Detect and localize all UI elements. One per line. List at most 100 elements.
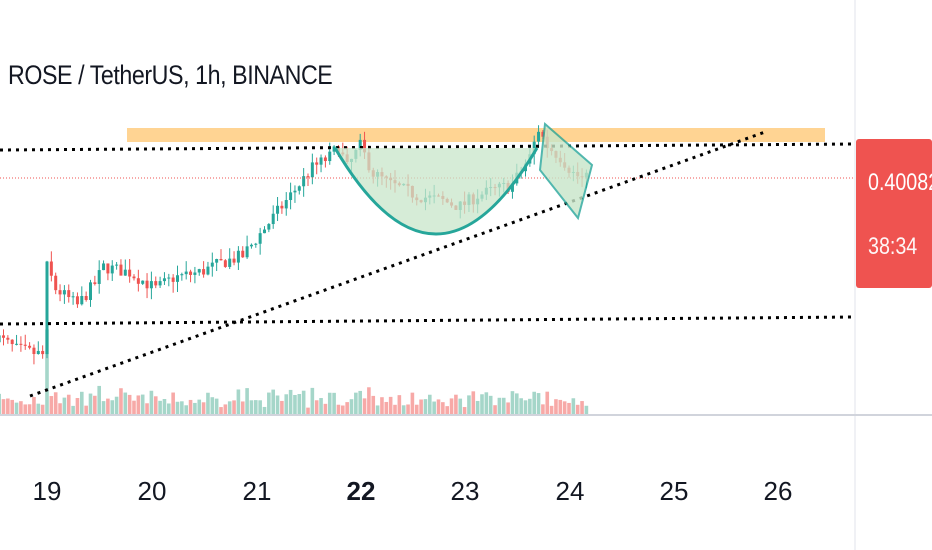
candle-body	[215, 259, 219, 263]
x-tick-label: 22	[347, 476, 376, 506]
candle-body	[154, 281, 158, 286]
candle-body	[302, 176, 306, 187]
volume-bar	[358, 390, 362, 414]
volume-bar	[49, 396, 54, 414]
candle-body	[32, 347, 36, 355]
volume-bar	[53, 392, 58, 414]
candle-body	[110, 265, 114, 274]
volume-bar	[14, 402, 19, 414]
volume-bar	[6, 398, 10, 414]
volume-bar	[293, 394, 297, 414]
candle-body	[136, 278, 140, 284]
drawings	[0, 121, 856, 398]
candle-body	[319, 157, 323, 165]
volume-bar	[575, 404, 580, 414]
candle-body	[145, 280, 149, 289]
candle-body	[232, 258, 236, 263]
volume-bar	[193, 402, 197, 414]
volume-bar	[414, 404, 419, 414]
volume-bar	[310, 387, 315, 414]
candle-body	[41, 350, 45, 355]
volume-bar	[280, 400, 284, 414]
volume-bar	[454, 394, 458, 414]
candle-body	[306, 176, 310, 178]
volume-bar	[36, 403, 41, 414]
volume-bar	[397, 395, 402, 414]
volume-bar	[458, 398, 463, 414]
volume-bar	[349, 399, 354, 414]
volume-bar	[401, 405, 406, 414]
candle-body	[263, 229, 266, 234]
resistance-band	[127, 128, 825, 142]
volume-bar	[493, 405, 497, 414]
volume-bar	[32, 397, 36, 414]
volume-bar	[375, 405, 380, 414]
candle-body	[258, 233, 262, 244]
volume-bar	[180, 401, 184, 414]
volume-bar	[488, 395, 493, 414]
volume-bar	[23, 404, 28, 414]
volume-bar	[314, 400, 319, 414]
volume-bar	[171, 392, 175, 414]
x-tick-label: 25	[660, 476, 689, 506]
volume-bar	[201, 402, 206, 414]
x-tick-label: 21	[243, 476, 272, 506]
volume-bar	[45, 329, 49, 414]
x-tick-label: 24	[556, 476, 585, 506]
volume-bar	[410, 392, 415, 414]
candle-body	[228, 258, 232, 267]
volume-bar	[532, 391, 536, 414]
volume-bar	[510, 391, 515, 414]
volume-bar	[306, 407, 310, 414]
volume-bar	[267, 392, 271, 414]
volume-bar	[506, 402, 510, 414]
candle-body	[75, 296, 79, 305]
candle-body	[171, 277, 175, 282]
candle-body	[297, 186, 301, 191]
candle-body	[202, 269, 206, 275]
volume-bar	[206, 392, 210, 414]
x-tick-label: 20	[138, 476, 167, 506]
volume-bar	[254, 400, 258, 414]
volume-bar	[162, 398, 167, 414]
volume-bar	[484, 392, 489, 414]
time-axis: 19 20 21 22 23 24 25 26	[33, 476, 793, 506]
volume-bar	[19, 401, 23, 414]
volume-bar	[341, 405, 345, 414]
volume-bar	[388, 396, 393, 414]
candle-body	[158, 281, 162, 286]
candle-body	[241, 250, 245, 258]
volume-bar	[580, 401, 584, 414]
volume-bar	[428, 394, 432, 414]
candle-body	[80, 296, 84, 305]
volume-bar	[467, 395, 471, 414]
volume-bar	[106, 398, 110, 414]
candle-body	[276, 205, 280, 214]
volume-bar	[336, 404, 341, 414]
candle-body	[6, 337, 10, 340]
volume-bar	[236, 389, 241, 414]
volume-bar	[528, 398, 532, 414]
volume-bar	[288, 389, 293, 414]
volume-bar	[384, 401, 389, 414]
volume-bar	[136, 395, 141, 414]
candle-body	[219, 259, 223, 261]
candle-body	[197, 269, 201, 273]
volume-bar	[88, 393, 93, 414]
candle-body	[115, 264, 119, 266]
candle-body	[84, 296, 88, 300]
candle-body	[289, 192, 293, 201]
candle-body	[537, 131, 541, 142]
candle-body	[180, 274, 184, 276]
volume-bar	[97, 385, 101, 414]
candle-body	[284, 200, 288, 209]
upper-level-line	[0, 142, 856, 152]
candle-body	[19, 343, 23, 345]
volume-bar	[301, 390, 306, 414]
candle-body	[15, 343, 19, 345]
volume-bar	[27, 404, 32, 414]
volume-bar	[149, 390, 154, 414]
volume-bar	[406, 404, 410, 414]
volume-bar	[66, 394, 71, 414]
